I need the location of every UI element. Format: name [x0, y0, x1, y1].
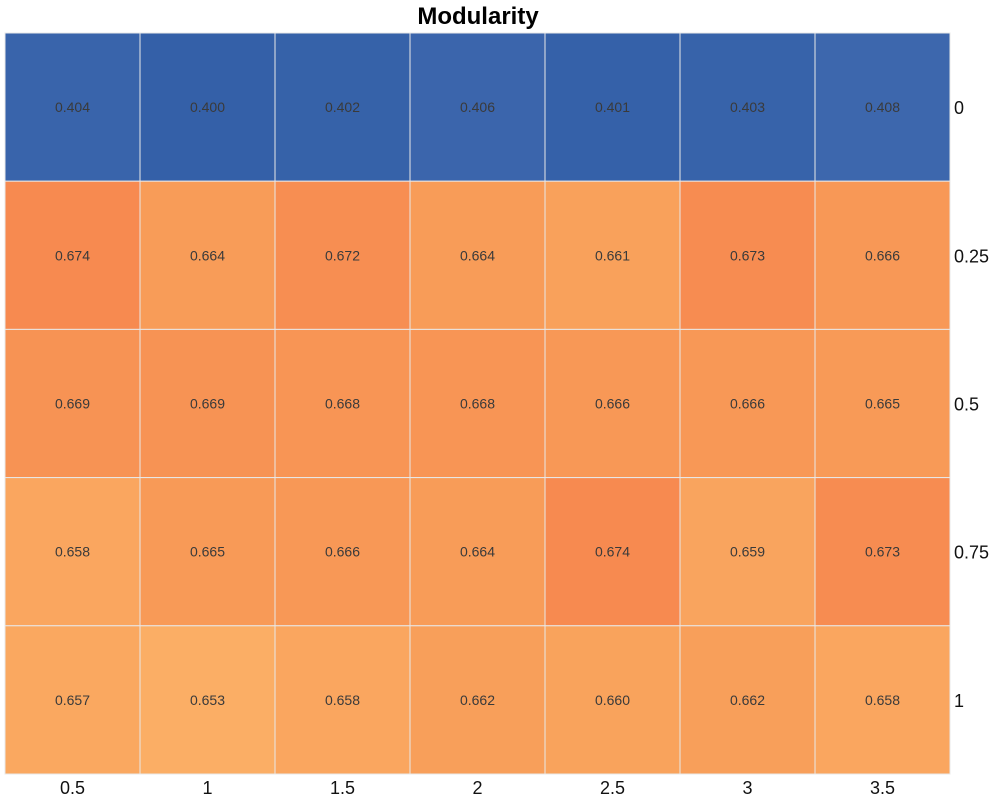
cell-value-label: 0.666 — [730, 396, 765, 412]
heatmap-cell — [139, 328, 276, 479]
heatmap-cell — [274, 328, 411, 479]
x-tick-label: 2 — [472, 778, 482, 798]
cell-value-label: 0.673 — [865, 544, 900, 560]
cell-value-label: 0.668 — [325, 396, 360, 412]
heatmap-cell — [679, 328, 816, 479]
heatmap-cell — [814, 180, 951, 330]
cell-value-label: 0.674 — [55, 247, 90, 263]
cell-value-label: 0.672 — [325, 247, 360, 263]
x-tick-label: 1 — [202, 778, 212, 798]
cell-value-label: 0.664 — [460, 247, 495, 263]
heatmap-cell — [274, 625, 411, 775]
heatmap-cell — [4, 328, 141, 479]
x-tick-label: 0.5 — [60, 778, 85, 798]
heatmap-cell — [679, 477, 816, 627]
x-tick-label: 1.5 — [330, 778, 355, 798]
heatmap-cell — [544, 328, 681, 479]
cell-value-label: 0.664 — [190, 247, 225, 263]
cell-value-label: 0.400 — [190, 99, 225, 115]
heatmap-cells — [4, 32, 951, 775]
cell-value-label: 0.659 — [730, 544, 765, 560]
heatmap-cell — [409, 32, 546, 182]
cell-value-label: 0.660 — [595, 692, 630, 708]
heatmap-cell — [544, 32, 681, 182]
cell-value-label: 0.664 — [460, 544, 495, 560]
cell-value-label: 0.662 — [730, 692, 765, 708]
heatmap-cell — [139, 477, 276, 627]
cell-value-label: 0.657 — [55, 692, 90, 708]
cell-value-label: 0.406 — [460, 99, 495, 115]
heatmap-cell — [409, 328, 546, 479]
heatmap-cell — [679, 180, 816, 330]
cell-value-label: 0.401 — [595, 99, 630, 115]
cell-value-label: 0.669 — [190, 396, 225, 412]
heatmap-cell — [4, 477, 141, 627]
cell-value-label: 0.666 — [865, 247, 900, 263]
y-tick-label: 0 — [954, 98, 964, 118]
heatmap-cell — [814, 625, 951, 775]
x-tick-label: 3 — [742, 778, 752, 798]
cell-value-label: 0.666 — [325, 544, 360, 560]
cell-value-label: 0.665 — [865, 396, 900, 412]
heatmap-cell — [679, 625, 816, 775]
y-tick-label: 0.75 — [954, 543, 989, 563]
cell-value-label: 0.402 — [325, 99, 360, 115]
cell-value-label: 0.403 — [730, 99, 765, 115]
heatmap-cell — [814, 328, 951, 479]
cell-value-label: 0.669 — [55, 396, 90, 412]
cell-value-label: 0.665 — [190, 544, 225, 560]
cell-value-label: 0.662 — [460, 692, 495, 708]
heatmap-cell — [4, 32, 141, 182]
heatmap-cell — [274, 32, 411, 182]
heatmap-cell — [274, 180, 411, 330]
cell-value-label: 0.653 — [190, 692, 225, 708]
cell-value-label: 0.674 — [595, 544, 630, 560]
heatmap-cell — [4, 625, 141, 775]
cell-value-label: 0.668 — [460, 396, 495, 412]
heatmap-cell — [544, 180, 681, 330]
x-tick-label: 3.5 — [870, 778, 895, 798]
y-tick-label: 0.25 — [954, 246, 989, 266]
cell-value-label: 0.404 — [55, 99, 90, 115]
heatmap-cell — [679, 32, 816, 182]
cell-value-label: 0.408 — [865, 99, 900, 115]
cell-value-label: 0.661 — [595, 247, 630, 263]
chart-title: Modularity — [417, 3, 539, 30]
heatmap-cell — [814, 477, 951, 627]
y-tick-label: 1 — [954, 691, 964, 711]
y-axis-tick-labels: 0 0.25 0.5 0.75 1 — [954, 98, 989, 711]
cell-value-label: 0.658 — [865, 692, 900, 708]
cell-value-label: 0.658 — [325, 692, 360, 708]
cell-value-label: 0.673 — [730, 247, 765, 263]
heatmap-cell-labels: 0.404 0.400 0.402 0.406 0.401 0.403 0.408 0.674… — [55, 99, 900, 708]
cell-value-label: 0.658 — [55, 544, 90, 560]
heatmap-cell — [409, 477, 546, 627]
y-tick-label: 0.5 — [954, 395, 979, 415]
x-tick-label: 2.5 — [600, 778, 625, 798]
heatmap-cell — [4, 180, 141, 330]
x-axis-tick-labels: 0.5 1 1.5 2 2.5 3 3.5 — [60, 778, 895, 798]
cell-value-label: 0.666 — [595, 396, 630, 412]
heatmap-cell — [139, 32, 276, 182]
